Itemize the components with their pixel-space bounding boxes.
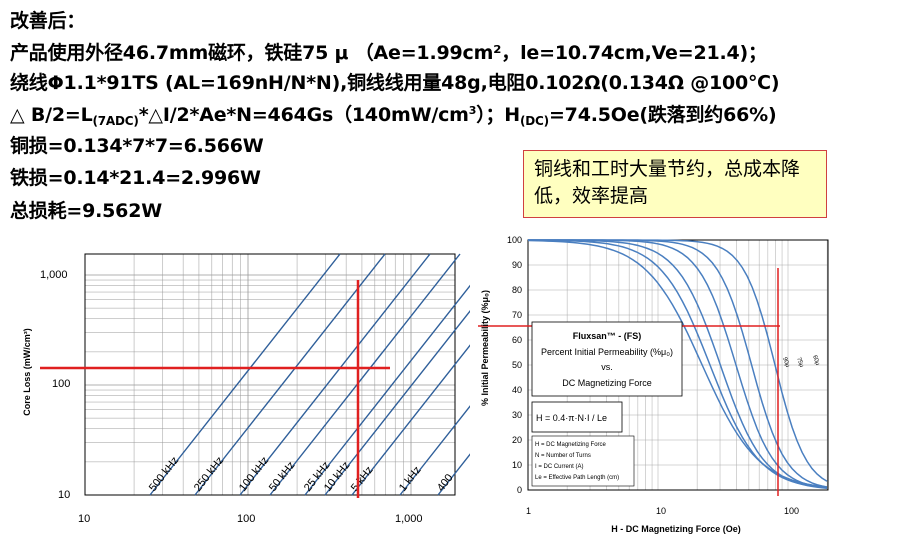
freq-curve: [194, 253, 386, 496]
formula: H = 0.4·π·N·I / Le: [536, 413, 607, 423]
curve-label-75: 75μ: [795, 357, 804, 369]
y-tick: 70: [512, 310, 522, 320]
x-tick-100: 100: [237, 513, 255, 525]
freq-label: 500 kHz: [147, 455, 181, 494]
svg-text:H = DC Magnetizing Force: H = DC Magnetizing Force: [535, 442, 607, 448]
freq-label: 5 kHz: [349, 464, 376, 494]
copper-loss-line: 铜损=0.134*7*7=6.566W: [10, 135, 264, 157]
x-tick-10: 10: [78, 513, 90, 525]
freq-curve: [351, 344, 470, 496]
y-tick: 80: [512, 285, 522, 295]
freq-label: 250 kHz: [192, 455, 226, 494]
freq-label: 1 kHz: [397, 464, 424, 494]
product-spec-line: 产品使用外径46.7mm磁环，铁硅75 μ （Ae=1.99cm²，le=10.…: [10, 42, 767, 64]
y-tick: 40: [512, 385, 522, 395]
y-tick: 90: [512, 260, 522, 270]
svg-text:N = Number of Turns: N = Number of Turns: [535, 453, 591, 459]
svg-text:Fluxsan™ - (FS): Fluxsan™ - (FS): [573, 331, 642, 341]
total-loss-line: 总损耗=9.562W: [10, 200, 162, 222]
freq-curve: [324, 309, 470, 496]
freq-label: 50 kHz: [267, 459, 298, 493]
y-tick: 10: [512, 460, 522, 470]
y-axis-label: Core Loss (mW/cm³): [22, 328, 32, 416]
x-tick-10: 10: [656, 506, 666, 516]
curve-label-60: 60μ: [811, 355, 820, 367]
y-tick: 50: [512, 360, 522, 370]
x-tick-1000: 1,000: [395, 513, 423, 525]
svg-text:Le = Effective Path Length (cm: Le = Effective Path Length (cm): [535, 475, 619, 481]
iron-loss-line: 铁损=0.14*21.4=2.996W: [10, 167, 261, 189]
freq-label: 100 kHz: [237, 455, 271, 494]
freq-curve: [149, 253, 341, 496]
freq-curve: [437, 453, 470, 496]
freq-curve: [269, 253, 461, 496]
x-axis-label: H - DC Magnetizing Force (Oe): [611, 524, 741, 534]
chart-legend: Fluxsan™ - (FS) Percent Initial Permeabi…: [531, 321, 683, 487]
svg-text:DC Magnetizing Force: DC Magnetizing Force: [562, 378, 652, 388]
y-tick: 100: [507, 235, 522, 245]
svg-text:I = DC Current (A): I = DC Current (A): [535, 464, 584, 470]
freq-label: 400: [435, 472, 456, 494]
savings-note: 铜线和工时大量节约，总成本降低，效率提高: [523, 150, 827, 218]
x-tick-1: 1: [526, 506, 531, 516]
y-tick: 20: [512, 435, 522, 445]
svg-text:vs.: vs.: [601, 362, 613, 372]
permeability-curve: [528, 239, 828, 482]
curve-label-90: 90μ: [781, 357, 790, 369]
y-tick-100: 100: [52, 378, 70, 390]
y-tick: 30: [512, 410, 522, 420]
y-tick-10: 10: [58, 489, 70, 501]
y-tick-1000: 1,000: [40, 269, 68, 281]
x-tick-100: 100: [784, 506, 799, 516]
flux-calc-line: △ B/2=L(7ADC)*△I/2*Ae*N=464Gs（140mW/cm3）…: [10, 104, 777, 128]
freq-curve: [399, 405, 470, 496]
svg-text:Percent Initial Permeability (: Percent Initial Permeability (%μ₀): [541, 347, 673, 357]
freq-curve: [239, 253, 431, 496]
y-axis-label: % Initial Permeability (%μ₀): [480, 290, 490, 406]
freq-curve: [304, 284, 470, 496]
y-tick: 0: [517, 485, 522, 495]
y-tick: 60: [512, 335, 522, 345]
heading-improved: 改善后：: [10, 10, 86, 32]
winding-spec-line: 绕线Φ1.1*91TS (AL=169nH/N*N),铜线线用量48g,电阻0.…: [10, 72, 780, 94]
